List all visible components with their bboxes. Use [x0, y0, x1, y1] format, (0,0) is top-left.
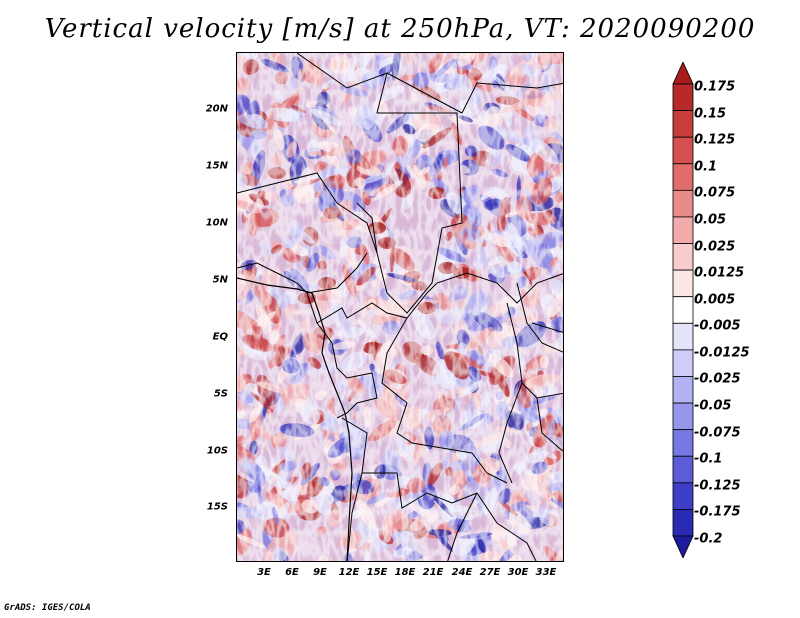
vertical-velocity-field: [237, 53, 563, 561]
lat-tick-label: 15S: [206, 501, 228, 513]
colorbar-segment: [672, 322, 694, 351]
colorbar-tick-label: 0.0125: [694, 265, 745, 281]
colorbar-segment: [672, 189, 694, 218]
colorbar-tick-label: 0.05: [694, 212, 727, 228]
colorbar-segment: [672, 243, 694, 271]
colorbar-tick-label: 0.1: [694, 159, 718, 175]
colorbar-tick-label: 0.025: [694, 239, 736, 255]
colorbar: [672, 62, 694, 558]
country-borders: [237, 53, 563, 561]
colorbar-tick-label: -0.1: [694, 451, 723, 467]
lon-tick-label: 12E: [338, 567, 360, 578]
colorbar-tick-label: -0.2: [694, 531, 723, 547]
colorbar-tick-label: -0.125: [694, 478, 741, 494]
colorbar-segment: [672, 296, 694, 324]
lat-tick-label: 15N: [205, 160, 228, 172]
colorbar-segment: [672, 429, 694, 457]
lat-tick-label: 10S: [206, 445, 228, 457]
colorbar-tick-label: -0.025: [694, 371, 741, 387]
lon-tick-label: 21E: [422, 567, 444, 578]
map-title: Vertical velocity [m/s] at 250hPa, VT: 2…: [44, 14, 756, 44]
colorbar-tick-label: 0.005: [694, 292, 736, 308]
colorbar-top-arrow: [672, 62, 694, 85]
lat-tick-label: 5N: [212, 274, 228, 286]
colorbar-tick-label: -0.075: [694, 425, 741, 441]
lat-tick-label: 10N: [205, 217, 228, 229]
lon-tick-label: 15E: [366, 567, 388, 578]
grads-credit: GrADS: IGES/COLA: [4, 603, 91, 613]
lat-tick-label: 5S: [213, 388, 228, 400]
lon-tick-label: 6E: [285, 567, 299, 578]
colorbar-segment: [672, 482, 694, 510]
coastline: [237, 277, 353, 561]
colorbar-tick-label: 0.075: [694, 185, 736, 201]
lon-tick-label: 18E: [394, 567, 416, 578]
colorbar-segment: [672, 163, 694, 191]
colorbar-tick-label: -0.05: [694, 398, 732, 414]
colorbar-segment: [672, 110, 694, 138]
colorbar-tick-label: -0.0125: [694, 345, 750, 361]
lon-tick-label: 30E: [507, 567, 529, 578]
map-panel: [236, 52, 564, 562]
colorbar-tick-label: 0.175: [694, 79, 736, 95]
colorbar-segment: [672, 349, 694, 377]
colorbar-segment: [672, 402, 694, 431]
lon-tick-label: 24E: [451, 567, 473, 578]
colorbar-tick-label: -0.005: [694, 318, 741, 334]
lat-tick-label: EQ: [212, 331, 228, 343]
colorbar-bottom-arrow: [672, 535, 694, 558]
colorbar-tick-label: 0.125: [694, 132, 736, 148]
lon-tick-label: 9E: [313, 567, 327, 578]
colorbar-segment: [672, 269, 694, 298]
colorbar-segment: [672, 509, 694, 537]
lon-tick-label: 27E: [479, 567, 501, 578]
lat-tick-label: 20N: [205, 103, 228, 115]
lon-tick-label: 33E: [535, 567, 557, 578]
colorbar-segment: [672, 136, 694, 165]
lon-tick-label: 3E: [257, 567, 271, 578]
colorbar-segment: [672, 455, 694, 484]
colorbar-tick-label: 0.15: [694, 106, 727, 122]
colorbar-segment: [672, 83, 694, 111]
colorbar-tick-label: -0.175: [694, 504, 741, 520]
colorbar-segment: [672, 216, 694, 244]
colorbar-segment: [672, 376, 694, 404]
